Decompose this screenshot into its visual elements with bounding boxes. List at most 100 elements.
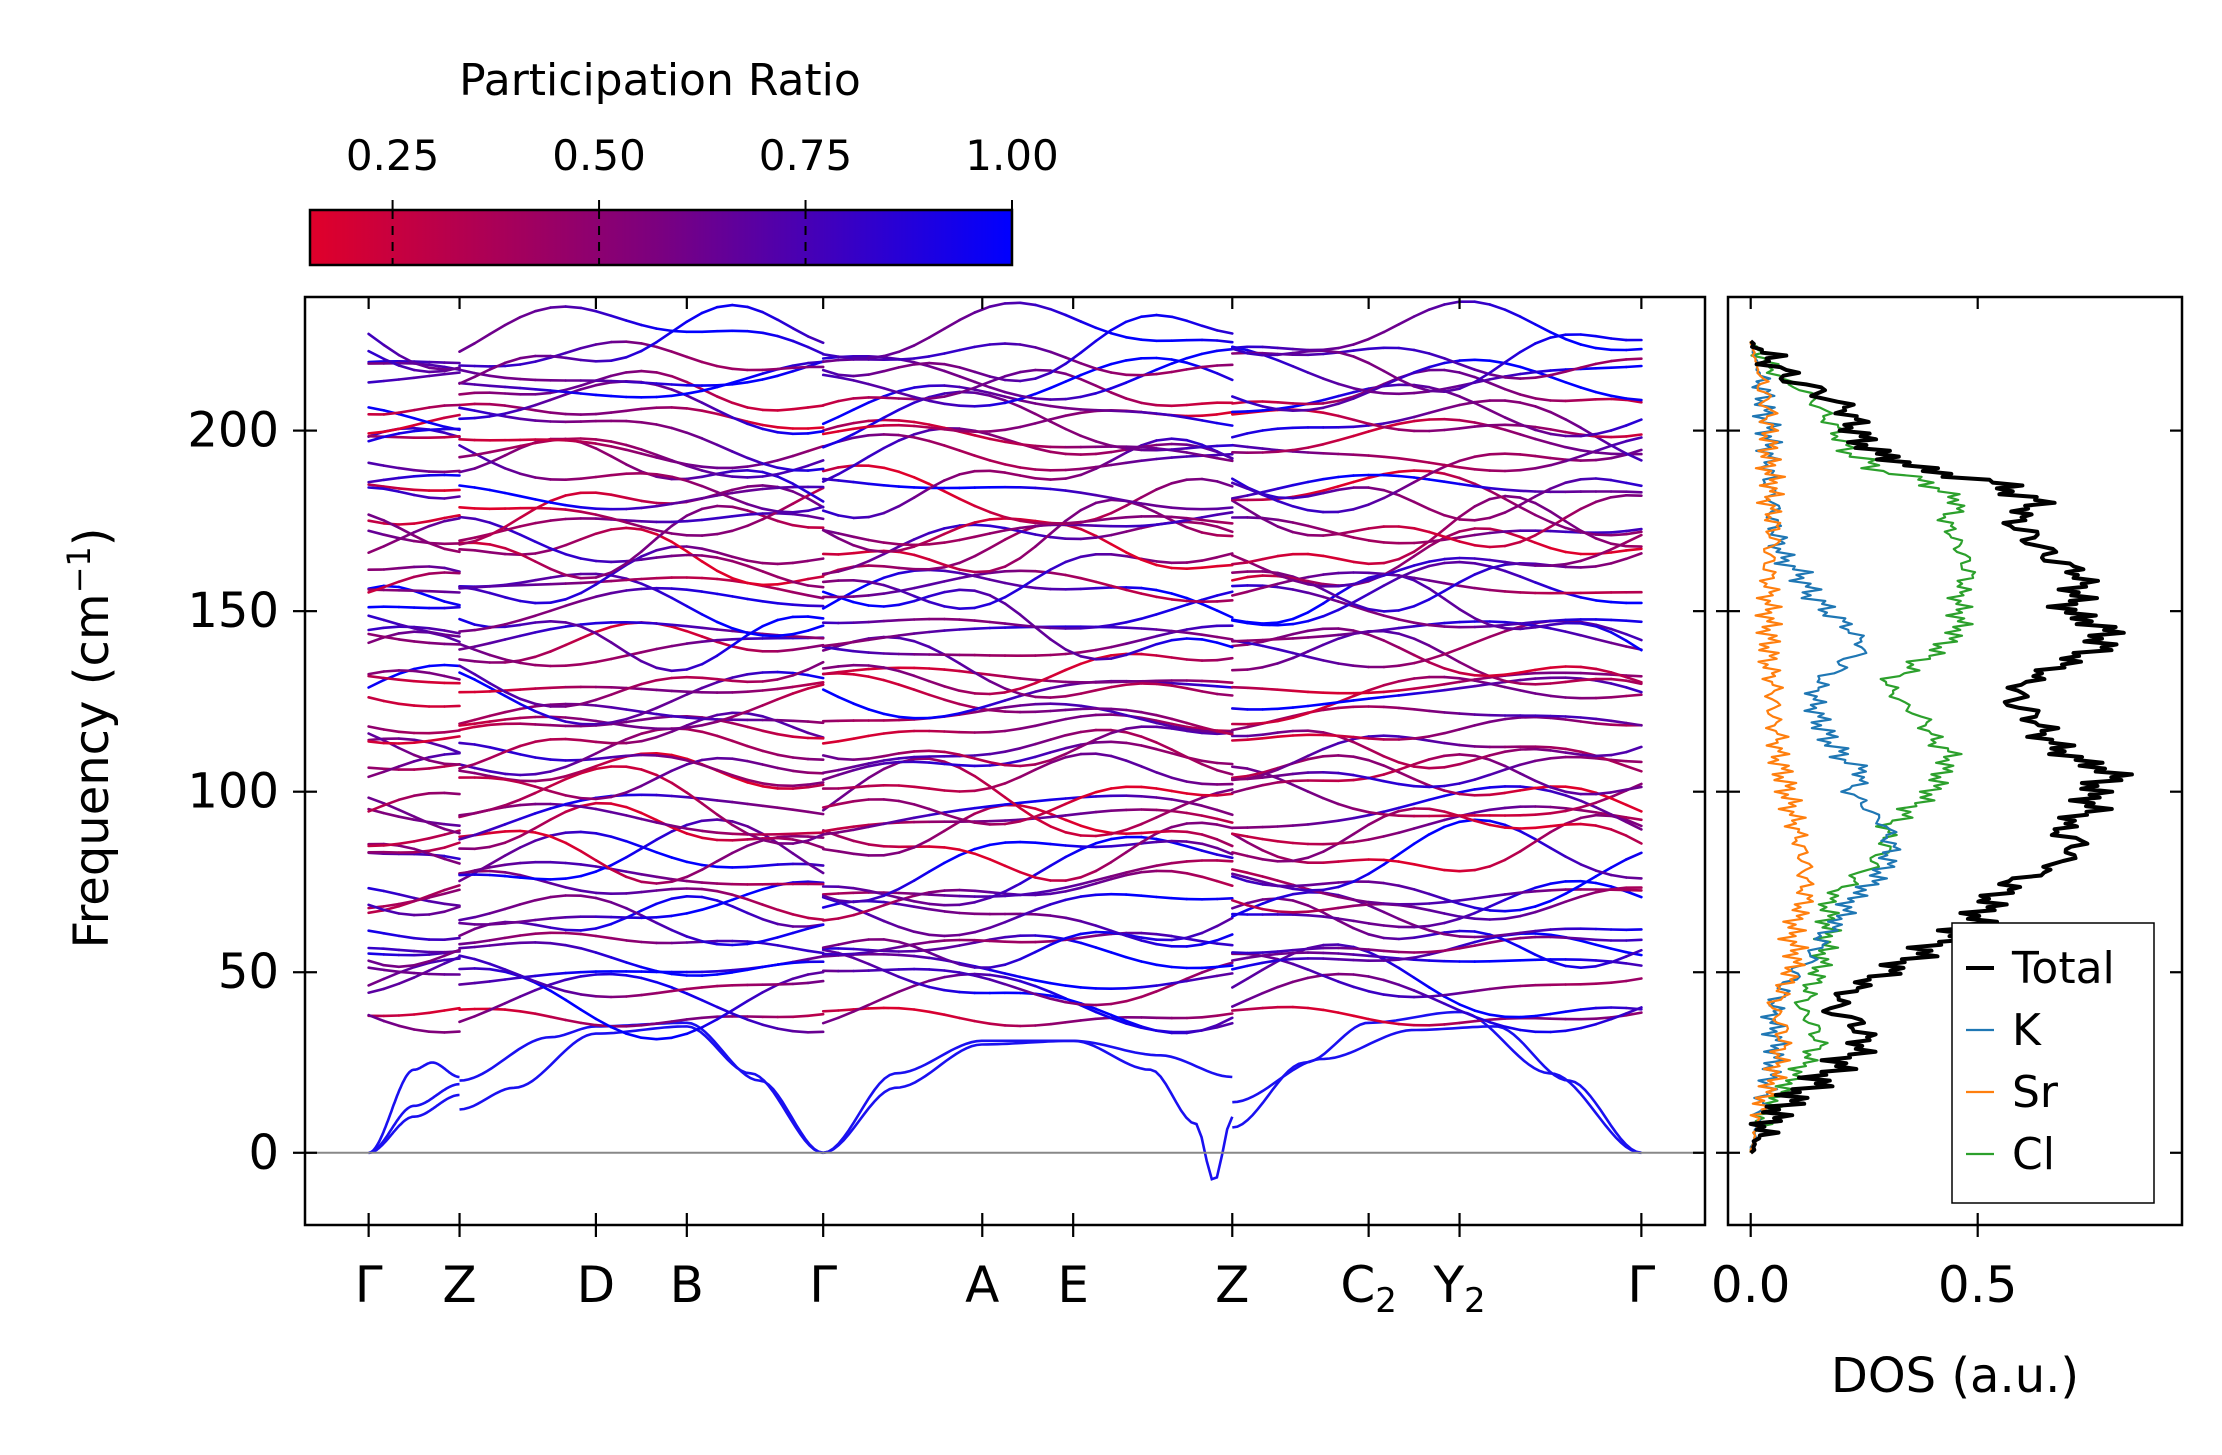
optical-branch-segment bbox=[1579, 720, 1598, 725]
optical-branch-segment bbox=[836, 1010, 855, 1020]
optical-branch-segment bbox=[988, 510, 1007, 519]
optical-branch-segment bbox=[624, 419, 643, 424]
colorbar-tick-label: 0.50 bbox=[552, 131, 646, 180]
optical-branch-segment bbox=[1412, 308, 1431, 318]
optical-branch-segment bbox=[821, 358, 840, 364]
optical-branch-segment bbox=[867, 511, 886, 519]
optical-branch-segment bbox=[943, 318, 961, 331]
optical-branch-segment bbox=[1261, 950, 1279, 954]
optical-branch-segment bbox=[973, 343, 992, 349]
optical-branch-segment bbox=[1200, 349, 1219, 356]
optical-branch-segment bbox=[1124, 499, 1143, 505]
optical-branch-segment bbox=[761, 678, 780, 683]
optical-branch-segment bbox=[912, 945, 931, 954]
optical-branch-segment bbox=[427, 737, 446, 743]
optical-branch-segment bbox=[564, 384, 583, 392]
optical-branch-segment bbox=[958, 618, 977, 622]
optical-branch-segment bbox=[503, 546, 522, 556]
optical-branch-segment bbox=[852, 667, 870, 672]
optical-branch-segment bbox=[1458, 395, 1476, 405]
optical-branch-segment bbox=[1231, 998, 1249, 1008]
optical-branch-segment bbox=[882, 466, 901, 474]
optical-branch-segment bbox=[882, 819, 901, 826]
optical-branch-segment bbox=[473, 723, 492, 729]
optical-branch-segment bbox=[1473, 793, 1492, 797]
optical-branch-segment bbox=[1140, 960, 1158, 967]
optical-branch-segment bbox=[1367, 609, 1386, 617]
optical-branch-segment bbox=[412, 606, 431, 610]
optical-branch-segment bbox=[852, 825, 870, 832]
optical-branch-segment bbox=[1124, 648, 1143, 657]
optical-branch-segment bbox=[1155, 563, 1173, 570]
optical-branch-segment bbox=[958, 449, 977, 457]
optical-branch-segment bbox=[397, 912, 416, 917]
optical-branch-segment bbox=[867, 1006, 886, 1010]
optical-branch-segment bbox=[1215, 788, 1234, 795]
optical-branch-segment bbox=[640, 504, 658, 510]
optical-branch-segment bbox=[564, 662, 583, 668]
optical-branch-segment bbox=[670, 928, 689, 938]
optical-branch-segment bbox=[1427, 303, 1446, 311]
optical-branch-segment bbox=[1306, 913, 1325, 918]
optical-branch-segment bbox=[1337, 486, 1355, 492]
optical-branch-segment bbox=[427, 1009, 446, 1015]
optical-branch-segment bbox=[1397, 884, 1416, 891]
optical-branch-segment bbox=[882, 760, 901, 765]
optical-branch-segment bbox=[1261, 662, 1279, 669]
optical-branch-segment bbox=[700, 763, 719, 772]
optical-branch-segment bbox=[836, 940, 855, 946]
optical-branch-segment bbox=[761, 618, 780, 628]
optical-branch-segment bbox=[1579, 1017, 1598, 1021]
optical-branch-segment bbox=[776, 961, 795, 966]
optical-branch-segment bbox=[488, 488, 507, 495]
optical-branch-segment bbox=[624, 870, 643, 876]
optical-branch-segment bbox=[1109, 331, 1128, 339]
optical-branch-segment bbox=[1034, 476, 1052, 481]
optical-branch-segment bbox=[1397, 646, 1416, 657]
optical-branch-segment bbox=[397, 948, 416, 953]
optical-branch-segment bbox=[1124, 626, 1143, 630]
optical-branch-segment bbox=[958, 766, 977, 778]
optical-branch-segment bbox=[852, 535, 870, 542]
optical-branch-segment bbox=[503, 315, 522, 327]
band-axes-frame bbox=[303, 295, 1707, 1227]
optical-branch-segment bbox=[1185, 931, 1204, 940]
optical-branch-segment bbox=[1443, 597, 1461, 611]
optical-branch-segment bbox=[761, 561, 780, 566]
optical-branch-segment bbox=[655, 751, 674, 757]
optical-branch-segment bbox=[1246, 400, 1264, 408]
optical-branch-segment bbox=[897, 902, 916, 909]
optical-branch-segment bbox=[458, 645, 477, 651]
optical-branch-segment bbox=[488, 863, 507, 869]
optical-branch-segment bbox=[943, 853, 961, 865]
optical-branch-segment bbox=[836, 765, 855, 772]
optical-branch-segment bbox=[1003, 569, 1022, 573]
optical-branch-segment bbox=[1473, 786, 1492, 791]
optical-branch-segment bbox=[700, 516, 719, 522]
optical-branch-segment bbox=[836, 799, 855, 806]
optical-branch-segment bbox=[609, 995, 628, 999]
optical-branch-segment bbox=[1034, 841, 1052, 846]
optical-branch-segment bbox=[1321, 595, 1340, 603]
y-axis-label-base: Frequency (cm bbox=[64, 593, 120, 948]
optical-branch-segment bbox=[1140, 744, 1158, 751]
optical-branch-segment bbox=[1018, 545, 1037, 560]
optical-branch-segment bbox=[1276, 910, 1295, 914]
optical-branch-segment bbox=[427, 626, 446, 632]
optical-branch-segment bbox=[836, 834, 855, 843]
optical-branch-segment bbox=[549, 926, 567, 932]
optical-branch-segment bbox=[1473, 682, 1492, 688]
optical-branch-segment bbox=[746, 517, 764, 528]
optical-branch-segment bbox=[1306, 508, 1325, 514]
optical-branch-segment bbox=[836, 899, 855, 904]
optical-branch-segment bbox=[1291, 689, 1310, 694]
optical-branch-segment bbox=[1518, 826, 1537, 830]
optical-branch-segment bbox=[1624, 675, 1643, 684]
optical-branch-segment bbox=[1109, 371, 1128, 377]
optical-branch-segment bbox=[579, 889, 598, 895]
optical-branch-segment bbox=[1079, 552, 1098, 559]
optical-branch-segment bbox=[1200, 875, 1219, 883]
optical-branch-segment bbox=[1427, 507, 1446, 517]
optical-branch-segment bbox=[640, 976, 658, 984]
optical-branch-segment bbox=[1594, 435, 1613, 439]
